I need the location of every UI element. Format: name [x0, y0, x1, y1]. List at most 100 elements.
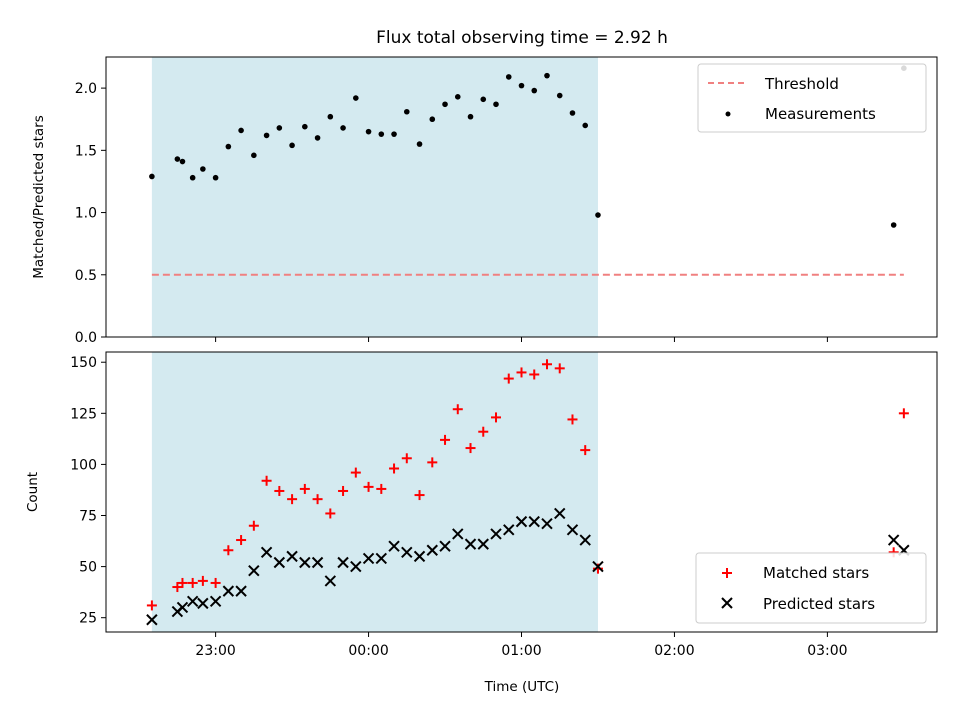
matched-legend-swatch	[722, 568, 732, 578]
counts-x-ticks: 23:00 00:00 01:00 02:00 03:00	[195, 632, 848, 659]
measurement-point	[353, 95, 359, 101]
predicted-star-point	[197, 597, 209, 610]
predicted-star-mark-b	[426, 544, 438, 556]
predicted-star-point	[554, 507, 566, 520]
matched-star-point	[541, 359, 552, 370]
counts-y-ticks: 25 50 75 100 125 150	[70, 355, 106, 627]
matched-star-point	[427, 457, 438, 468]
measurement-point	[518, 82, 525, 89]
predicted-star-mark-b	[350, 560, 362, 573]
predicted-star-point	[176, 601, 189, 614]
matched-star-point	[312, 494, 323, 505]
measurement-point	[189, 174, 196, 181]
measurement-point	[289, 142, 295, 149]
predicted-star-point	[273, 556, 286, 569]
y-tick-label: 50	[79, 560, 97, 576]
matched-star-point	[187, 577, 198, 588]
predicted-star-mark-b	[260, 546, 273, 558]
measurements-legend-label: Measurements	[765, 105, 876, 123]
matched-star-point	[478, 426, 489, 437]
measurement-point	[302, 123, 308, 130]
matched-star-point	[580, 445, 591, 456]
measurement-point	[582, 122, 589, 129]
measurement-point	[179, 158, 186, 165]
y-tick-label: 100	[70, 457, 97, 473]
predicted-star-point	[248, 564, 260, 577]
measurement-point	[544, 72, 550, 79]
matched-star-point	[465, 443, 476, 454]
measurement-point	[238, 127, 244, 134]
predicted-star-mark-b	[273, 556, 286, 569]
measurement-point	[314, 135, 321, 141]
predicted-star-point	[464, 538, 477, 550]
predicted-star-point	[337, 556, 349, 569]
measurement-point	[391, 131, 397, 137]
predicted-star-mark-b	[176, 601, 189, 614]
measurement-point	[403, 108, 410, 115]
matched-star-point	[172, 582, 183, 593]
predicted-star-mark-b	[554, 507, 566, 520]
matched-star-point	[223, 545, 234, 556]
matched-star-point	[325, 508, 336, 519]
matched-star-point	[414, 490, 425, 501]
measurement-point	[174, 156, 181, 162]
predicted-star-point	[490, 528, 502, 540]
predicted-star-point	[528, 515, 540, 528]
predicted-star-point	[146, 614, 158, 626]
matched-star-point	[197, 575, 208, 586]
measurement-point	[480, 96, 487, 103]
predicted-star-point	[388, 540, 400, 552]
y-tick-label: 0.0	[75, 330, 97, 346]
y-tick-label: 75	[79, 509, 97, 525]
y-tick-label: 125	[70, 406, 97, 422]
predicted-star-point	[579, 534, 591, 546]
predicted-star-mark-b	[337, 556, 349, 569]
y-tick-label: 25	[79, 611, 97, 627]
predicted-star-mark-b	[515, 515, 528, 528]
measurement-point	[149, 173, 155, 180]
predicted-star-mark-b	[235, 585, 247, 597]
y-tick-label: 1.0	[75, 206, 97, 222]
predicted-star-mark-b	[209, 595, 222, 608]
counts-legend: Matched stars Predicted stars	[695, 552, 927, 624]
predicted-star-mark-b	[887, 534, 900, 546]
predicted-star-point	[592, 560, 604, 573]
predicted-star-mark-b	[362, 552, 375, 565]
predicted-star-point	[477, 538, 489, 550]
matched-star-point	[210, 577, 221, 588]
predicted-star-point	[324, 575, 337, 587]
measurement-point	[225, 143, 232, 150]
predicted-star-mark-b	[401, 546, 413, 558]
matched-star-point	[299, 483, 310, 494]
measurement-point	[505, 74, 512, 80]
y-tick-label: 1.5	[75, 143, 97, 159]
matched-star-point	[440, 434, 451, 445]
predicted-star-point	[439, 540, 451, 552]
ratio-x-ticks	[215, 337, 828, 342]
measurement-point	[890, 222, 897, 228]
ratio-y-axis-label: Matched/Predicted stars	[31, 115, 47, 278]
matched-star-point	[529, 369, 540, 380]
matched-star-point	[554, 363, 565, 374]
measurement-point	[263, 132, 270, 139]
observing-span-shade	[151, 57, 598, 337]
y-tick-label: 2.0	[75, 81, 97, 97]
predicted-star-point	[515, 515, 528, 528]
predicted-star-point	[299, 556, 311, 569]
matched-star-point	[898, 408, 909, 419]
matched-star-point	[274, 485, 285, 496]
y-tick-label: 150	[70, 355, 97, 371]
predicted-star-mark-b	[248, 564, 260, 577]
predicted-star-mark-b	[286, 550, 298, 563]
ratio-marks	[149, 65, 907, 276]
predicted-star-mark-b	[528, 515, 540, 528]
measurement-point	[569, 110, 576, 116]
measurement-point	[556, 92, 563, 99]
counts-panel: 25 50 75 100 125 150 23:00 00:00 01:00 02:00 03:0…	[25, 351, 938, 659]
measurement-point	[442, 101, 448, 108]
predicted-star-mark-b	[490, 528, 502, 540]
predicted-star-mark-b	[146, 614, 158, 626]
x-tick-label: 23:00	[195, 643, 235, 659]
matched-star-point	[248, 520, 259, 531]
predicted-star-point	[260, 546, 273, 558]
